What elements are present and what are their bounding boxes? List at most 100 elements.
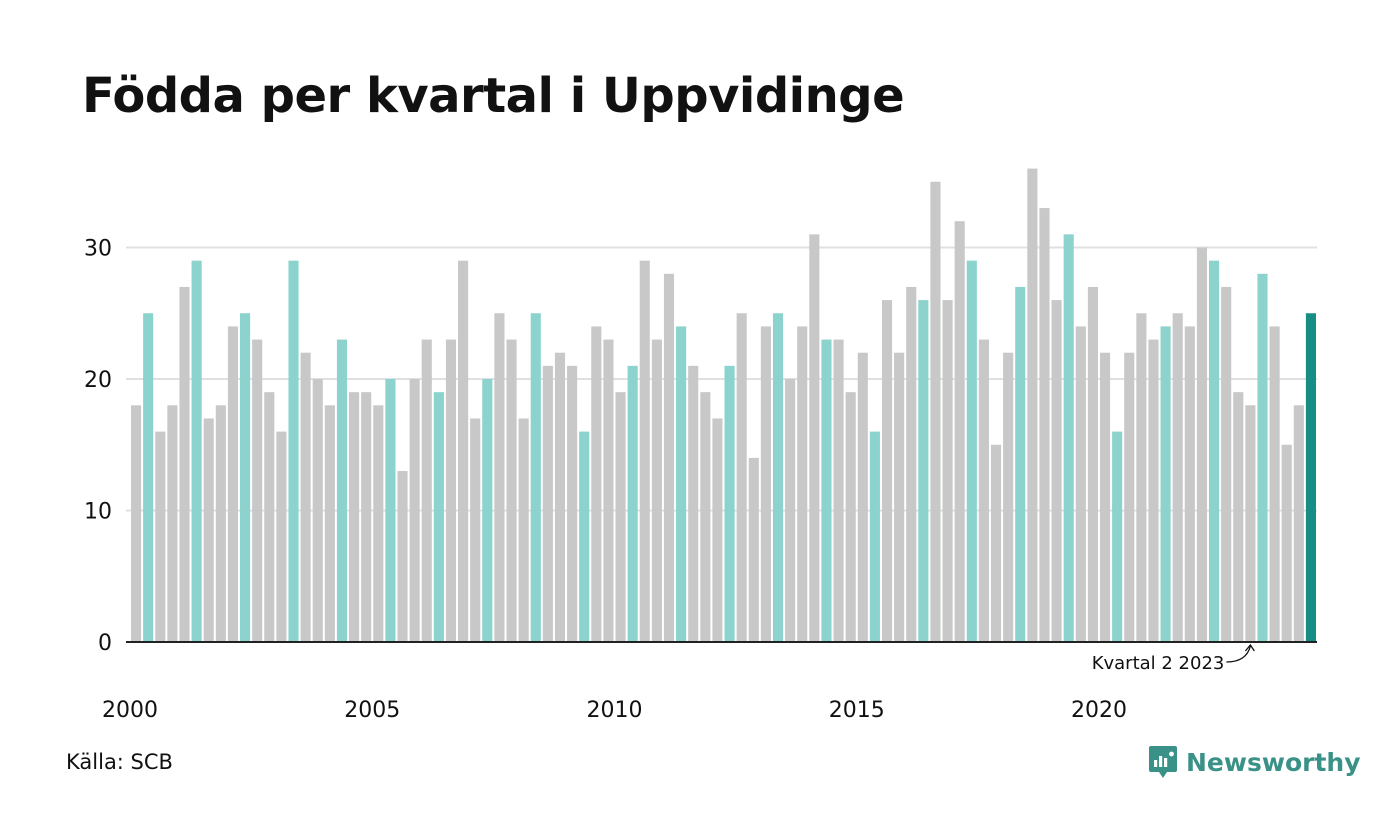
bar xyxy=(300,352,311,642)
bar xyxy=(1039,208,1050,643)
bar xyxy=(918,300,929,642)
bar xyxy=(421,339,432,642)
bar xyxy=(639,260,650,642)
y-tick-label: 0 xyxy=(98,631,112,656)
bar xyxy=(1099,352,1111,642)
bar xyxy=(712,418,723,642)
annotation: Kvartal 2 2023 xyxy=(1092,643,1255,674)
bar xyxy=(470,418,481,642)
bar xyxy=(1257,273,1268,642)
y-tick-label: 10 xyxy=(84,500,112,525)
bar xyxy=(1087,286,1098,642)
bar xyxy=(530,313,541,642)
bar xyxy=(906,286,917,642)
bar xyxy=(760,326,771,642)
bar xyxy=(203,418,214,642)
bar xyxy=(131,405,142,642)
bar xyxy=(215,405,226,642)
bar xyxy=(276,431,287,642)
bar xyxy=(227,326,239,642)
bar xyxy=(821,339,832,642)
newsworthy-icon xyxy=(1149,746,1177,778)
bar xyxy=(579,431,590,642)
x-axis-tick-labels: 2000 2005 2010 2015 2020 xyxy=(102,698,1127,723)
bar xyxy=(458,260,469,642)
bar xyxy=(1148,339,1159,642)
bar xyxy=(252,339,263,642)
bar xyxy=(1027,168,1038,642)
bar xyxy=(688,365,699,642)
bar-chart: 0 10 20 30 2000 2005 2010 2015 2020 Kvartal 2 2… xyxy=(84,168,1317,723)
bar xyxy=(700,392,711,642)
bar xyxy=(1160,326,1171,642)
x-tick-label: 2020 xyxy=(1071,698,1127,723)
bar xyxy=(1172,313,1183,642)
bar xyxy=(1281,444,1292,642)
brand-name: Newsworthy xyxy=(1186,747,1361,777)
bar xyxy=(518,418,529,642)
bar xyxy=(627,365,638,642)
bar xyxy=(894,352,905,642)
bar xyxy=(954,221,965,642)
chart-title: Födda per kvartal i Uppvidinge xyxy=(82,68,905,124)
bar xyxy=(1063,234,1074,642)
y-tick-label: 20 xyxy=(84,368,112,393)
bar xyxy=(167,405,178,642)
bar xyxy=(845,392,856,642)
bar xyxy=(1112,431,1123,642)
bar xyxy=(397,471,408,642)
bar xyxy=(930,181,941,642)
bar xyxy=(603,339,614,642)
annotation-label: Kvartal 2 2023 xyxy=(1092,653,1225,674)
y-axis-tick-labels: 0 10 20 30 xyxy=(84,237,112,657)
bar xyxy=(155,431,166,642)
bar xyxy=(143,313,154,642)
bar xyxy=(1015,286,1026,642)
bar xyxy=(736,313,747,642)
bar xyxy=(1075,326,1086,642)
brand-logo: Newsworthy xyxy=(1148,742,1361,782)
annotation-arrow xyxy=(1226,643,1255,663)
bar xyxy=(1051,300,1062,642)
bar xyxy=(724,365,735,642)
bar xyxy=(336,339,348,642)
bar xyxy=(990,444,1002,642)
x-tick-label: 2005 xyxy=(344,698,400,723)
bar xyxy=(651,339,662,642)
bar xyxy=(748,457,759,642)
bar xyxy=(809,234,820,642)
source-note: Källa: SCB xyxy=(66,750,173,774)
bar xyxy=(1221,286,1232,642)
bar xyxy=(288,260,299,642)
bar xyxy=(881,300,893,642)
bar xyxy=(1293,405,1304,642)
bar xyxy=(409,379,420,642)
bar xyxy=(445,339,457,642)
bar xyxy=(869,431,880,642)
bar xyxy=(361,392,372,642)
bar xyxy=(1269,326,1280,642)
bar xyxy=(1124,352,1135,642)
x-tick-label: 2015 xyxy=(829,698,885,723)
bar xyxy=(615,392,626,642)
x-tick-label: 2000 xyxy=(102,698,158,723)
bar xyxy=(591,326,602,642)
bar xyxy=(663,273,675,642)
bar xyxy=(1184,326,1195,642)
bar xyxy=(1136,313,1147,642)
bar xyxy=(978,339,989,642)
bar xyxy=(785,379,796,642)
bar xyxy=(1233,392,1244,642)
bar xyxy=(506,339,517,642)
bar xyxy=(312,379,323,642)
bar xyxy=(385,379,396,642)
bar xyxy=(857,352,868,642)
bar xyxy=(264,392,275,642)
bars xyxy=(131,168,1316,643)
bar xyxy=(494,313,505,642)
bar xyxy=(179,286,190,642)
y-tick-label: 30 xyxy=(84,237,112,262)
bar xyxy=(772,313,784,642)
x-tick-label: 2010 xyxy=(586,698,642,723)
bar xyxy=(1305,313,1316,642)
